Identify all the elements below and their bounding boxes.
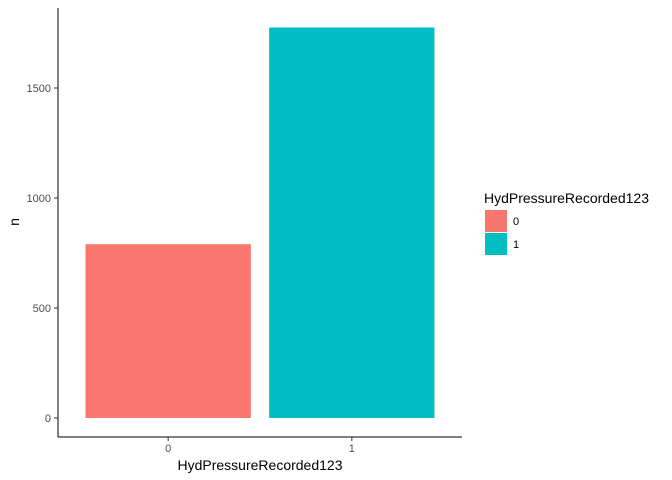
x-axis-title: HydPressureRecorded123 (178, 457, 343, 473)
axes-layer (57, 8, 462, 438)
legend: HydPressureRecorded123 0 1 (484, 190, 649, 255)
legend-label-1: 1 (513, 239, 519, 251)
legend-title: HydPressureRecorded123 (484, 190, 649, 206)
x-tick-label: 1 (349, 443, 355, 455)
y-tick-label: 500 (33, 303, 51, 315)
legend-label-0: 0 (513, 216, 519, 228)
y-axis-title: n (6, 218, 22, 226)
bar-0 (85, 244, 251, 418)
y-tick-label: 0 (45, 413, 51, 425)
y-tick-label: 1000 (27, 193, 51, 205)
y-ticks: 0 500 1000 1500 (27, 83, 58, 425)
legend-swatch-1 (485, 233, 507, 255)
x-tick-label: 0 (165, 443, 171, 455)
legend-swatch-0 (485, 210, 507, 232)
y-tick-label: 1500 (27, 83, 51, 95)
bars-layer (85, 27, 435, 418)
bar-1 (269, 27, 435, 418)
